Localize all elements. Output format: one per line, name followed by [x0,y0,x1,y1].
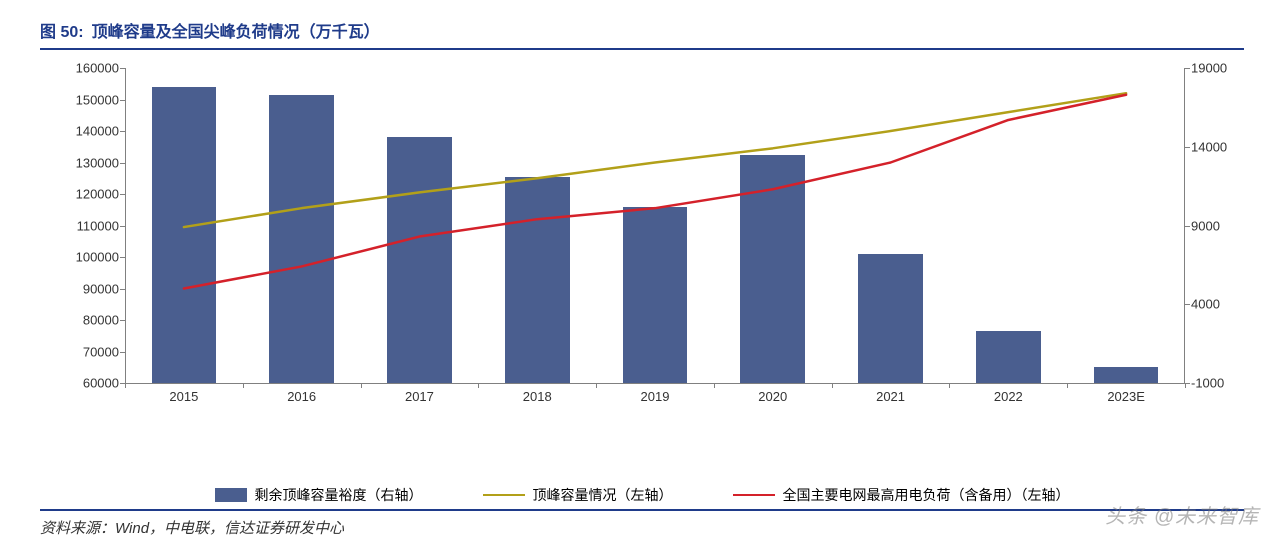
x-tick-label: 2015 [169,383,198,404]
y-left-tick-label: 110000 [65,218,125,233]
legend-label-gold: 顶峰容量情况（左轴） [533,485,673,505]
y-right-tick-label: 14000 [1185,139,1227,154]
legend: 剩余顶峰容量裕度（右轴） 顶峰容量情况（左轴） 全国主要电网最高用电负荷（含备用… [40,455,1244,505]
x-tick-label: 2016 [287,383,316,404]
y-left-tick-label: 130000 [65,155,125,170]
legend-label-red: 全国主要电网最高用电负荷（含备用）（左轴） [783,485,1070,505]
bar [623,207,688,383]
legend-label-bar: 剩余顶峰容量裕度（右轴） [255,485,423,505]
x-tick-label: 2017 [405,383,434,404]
figure-number: 图 50: [40,18,84,42]
y-right-tick-label: 19000 [1185,61,1227,76]
bar [858,254,923,383]
bar [505,177,570,383]
legend-item-red: 全国主要电网最高用电负荷（含备用）（左轴） [733,485,1070,505]
x-tick-label: 2023E [1107,383,1145,404]
y-left-tick-label: 80000 [65,313,125,328]
x-tick-label: 2018 [523,383,552,404]
y-left-tick-label: 90000 [65,281,125,296]
x-tick-label: 2021 [876,383,905,404]
plot-area: 6000070000800009000010000011000012000013… [125,68,1185,383]
legend-swatch-gold [483,494,525,497]
legend-swatch-bar [215,488,247,502]
bar [152,87,217,383]
y-right-tick-label: 4000 [1185,297,1220,312]
figure-header: 图 50: 顶峰容量及全国尖峰负荷情况（万千瓦） [40,18,1244,50]
legend-item-bar: 剩余顶峰容量裕度（右轴） [215,485,423,505]
y-left-tick-label: 60000 [65,376,125,391]
x-tick-label: 2020 [758,383,787,404]
bar [976,331,1041,383]
bar [269,95,334,383]
chart: 60000 70000 80000 90000 100000 110000 120000 13… [50,60,1220,455]
y-left-tick-label: 120000 [65,187,125,202]
source-citation: 资料来源：Wind，中电联，信达证券研发中心 [40,509,1244,538]
x-tick-label: 2022 [994,383,1023,404]
y-right-tick-label: -1000 [1185,376,1224,391]
y-left-tick-label: 100000 [65,250,125,265]
y-right-tick-label: 9000 [1185,218,1220,233]
watermark: 头条 @未来智库 [1105,500,1259,529]
bar [387,137,452,383]
y-left-tick-label: 70000 [65,344,125,359]
y-left-tick-label: 150000 [65,92,125,107]
legend-item-gold: 顶峰容量情况（左轴） [483,485,673,505]
legend-swatch-red [733,494,775,497]
figure-title: 顶峰容量及全国尖峰负荷情况（万千瓦） [92,18,380,42]
bar [740,155,805,383]
y-left-tick-label: 160000 [65,61,125,76]
y-left-tick-label: 140000 [65,124,125,139]
bar [1094,367,1159,383]
x-tick-label: 2019 [641,383,670,404]
